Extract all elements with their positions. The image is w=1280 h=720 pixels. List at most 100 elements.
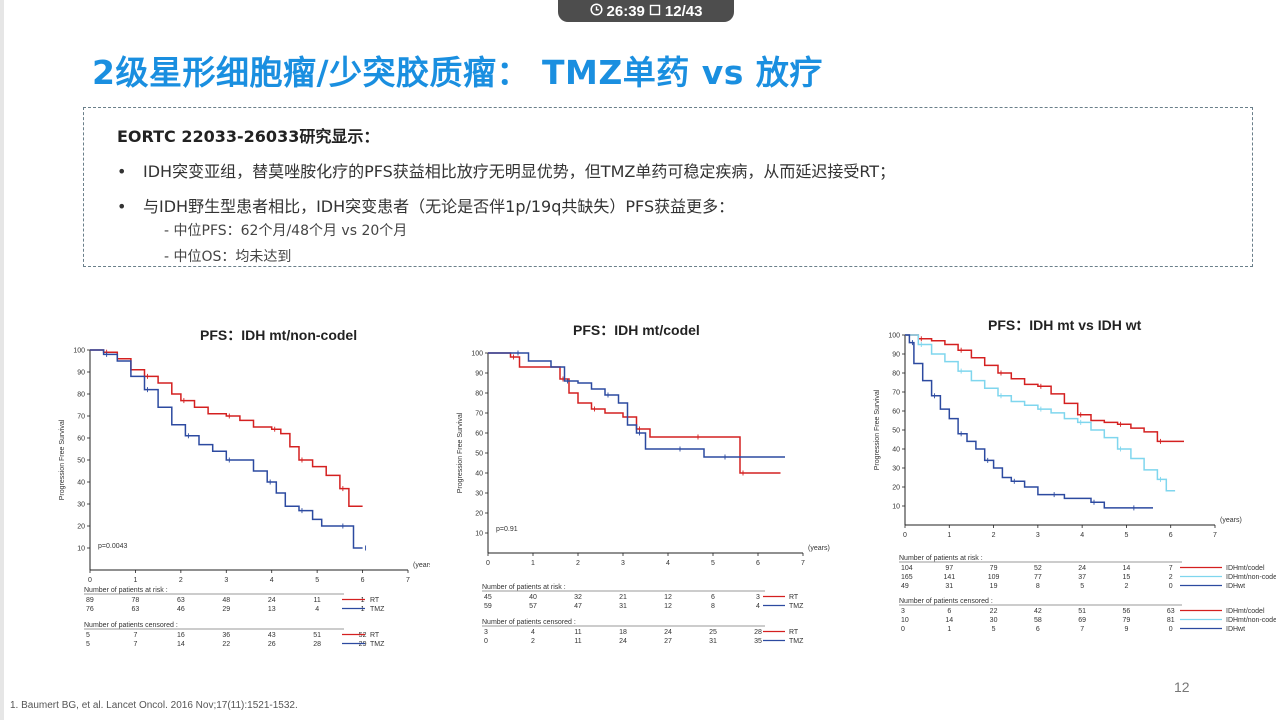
table-cell: 141 [943, 574, 955, 581]
table-cell: 45 [484, 594, 492, 601]
x-tick-label: 7 [801, 560, 805, 567]
y-tick-label: 90 [892, 352, 900, 359]
table-cell: 42 [1034, 608, 1042, 615]
table-cell: 31 [945, 583, 953, 590]
x-tick-label: 4 [270, 577, 274, 584]
table-cell: 52 [1034, 565, 1042, 572]
x-tick-label: 2 [576, 560, 580, 567]
x-tick-label: 3 [224, 577, 228, 584]
table-cell: 8 [711, 603, 715, 610]
x-tick-label: 0 [88, 577, 92, 584]
table-cell: 59 [484, 603, 492, 610]
table-cell: 18 [619, 629, 627, 636]
table-row-label: RT [370, 632, 380, 639]
table-cell: 7 [1169, 565, 1173, 572]
table-cell: 3 [484, 629, 488, 636]
risk-table-header: Number of patients at risk : [482, 584, 566, 591]
chart-title: PFS：IDH mt/codel [573, 322, 700, 338]
x-tick-label: 6 [361, 577, 365, 584]
series-line-tmz [90, 349, 363, 549]
table-cell: 8 [1036, 583, 1040, 590]
y-tick-label: 90 [77, 370, 85, 377]
table-cell: 6 [947, 608, 951, 615]
table-cell: 63 [1167, 608, 1175, 615]
table-cell: 15 [1123, 574, 1131, 581]
y-tick-label: 20 [475, 511, 483, 518]
y-tick-label: 80 [77, 392, 85, 399]
left-edge-strip [0, 0, 4, 720]
table-row-label: RT [789, 629, 799, 636]
table-cell: 3 [756, 594, 760, 601]
table-cell: 4 [315, 606, 319, 613]
table-cell: 40 [529, 594, 537, 601]
x-tick-label: 1 [947, 532, 951, 539]
table-cell: 5 [992, 626, 996, 633]
table-row-label: IDHwt [1226, 626, 1245, 633]
table-cell: 52 [359, 632, 367, 639]
table-cell: 81 [1167, 617, 1175, 624]
chart-idh-mt-vs-wt: PFS：IDH mt vs IDH wt 10 20 30 40 50 60 70 80 90 10… [868, 310, 1276, 660]
table-cell: 36 [222, 632, 230, 639]
table-cell: 5 [86, 632, 90, 639]
table-cell: 1 [361, 606, 365, 613]
table-cell: 2 [1124, 583, 1128, 590]
table-cell: 165 [901, 574, 913, 581]
table-cell: 109 [988, 574, 1000, 581]
table-cell: 29 [222, 606, 230, 613]
x-tick-label: 5 [711, 560, 715, 567]
table-cell: 7 [1080, 626, 1084, 633]
y-tick-label: 50 [892, 428, 900, 435]
table-cell: 104 [901, 565, 913, 572]
p-value-annotation: p=0.0043 [98, 543, 127, 550]
table-cell: 5 [1080, 583, 1084, 590]
x-tick-label: 3 [621, 560, 625, 567]
table-row-label: TMZ [789, 638, 804, 645]
table-cell: 16 [177, 632, 185, 639]
x-tick-label: 6 [756, 560, 760, 567]
table-cell: 14 [177, 641, 185, 648]
table-cell: 78 [132, 597, 140, 604]
summary-heading: EORTC 22033-26033研究显示： [117, 127, 380, 146]
table-cell: 69 [1078, 617, 1086, 624]
y-tick-label: 30 [475, 491, 483, 498]
table-cell: 79 [990, 565, 998, 572]
table-cell: 12 [664, 594, 672, 601]
table-cell: 28 [754, 629, 762, 636]
table-cell: 29 [359, 641, 367, 648]
table-row-label: IDHwt [1226, 583, 1245, 590]
x-axis-label: (years) [413, 562, 430, 569]
table-cell: 7 [133, 641, 137, 648]
x-axis-label: (years) [808, 545, 830, 552]
table-cell: 11 [574, 638, 581, 645]
y-tick-label: 60 [892, 409, 900, 416]
bullet-dot: • [117, 162, 127, 181]
slide-title: 2级星形细胞瘤/少突胶质瘤： TMZ单药 vs 放疗 [92, 53, 823, 92]
series-line-tmz [488, 352, 785, 458]
table-cell: 48 [222, 597, 230, 604]
y-tick-label: 70 [77, 414, 85, 421]
y-tick-label: 40 [892, 447, 900, 454]
censored-table-header: Number of patients censored : [482, 619, 576, 626]
p-value-annotation: p=0.91 [496, 526, 518, 533]
table-cell: 43 [268, 632, 276, 639]
x-tick-label: 0 [903, 532, 907, 539]
table-cell: 46 [177, 606, 185, 613]
x-tick-label: 7 [1213, 532, 1217, 539]
table-row-label: TMZ [370, 641, 385, 648]
table-cell: 3 [901, 608, 905, 615]
table-cell: 0 [1169, 626, 1173, 633]
y-axis-label: Progression Free Survival [59, 419, 66, 500]
table-cell: 4 [756, 603, 760, 610]
table-cell: 19 [990, 583, 998, 590]
y-tick-label: 10 [77, 546, 85, 553]
table-cell: 47 [574, 603, 582, 610]
table-cell: 31 [619, 603, 627, 610]
table-cell: 37 [1078, 574, 1086, 581]
table-row-label: TMZ [370, 606, 385, 613]
sub-bullet: - 中位OS：均未达到 [164, 249, 292, 265]
series-line-rt [90, 349, 363, 507]
table-cell: 63 [177, 597, 185, 604]
bullet-text: IDH突变亚组，替莫唑胺化疗的PFS获益相比放疗无明显优势，但TMZ单药可稳定疾… [143, 162, 896, 181]
x-tick-label: 2 [992, 532, 996, 539]
series-line-rt [488, 352, 781, 474]
